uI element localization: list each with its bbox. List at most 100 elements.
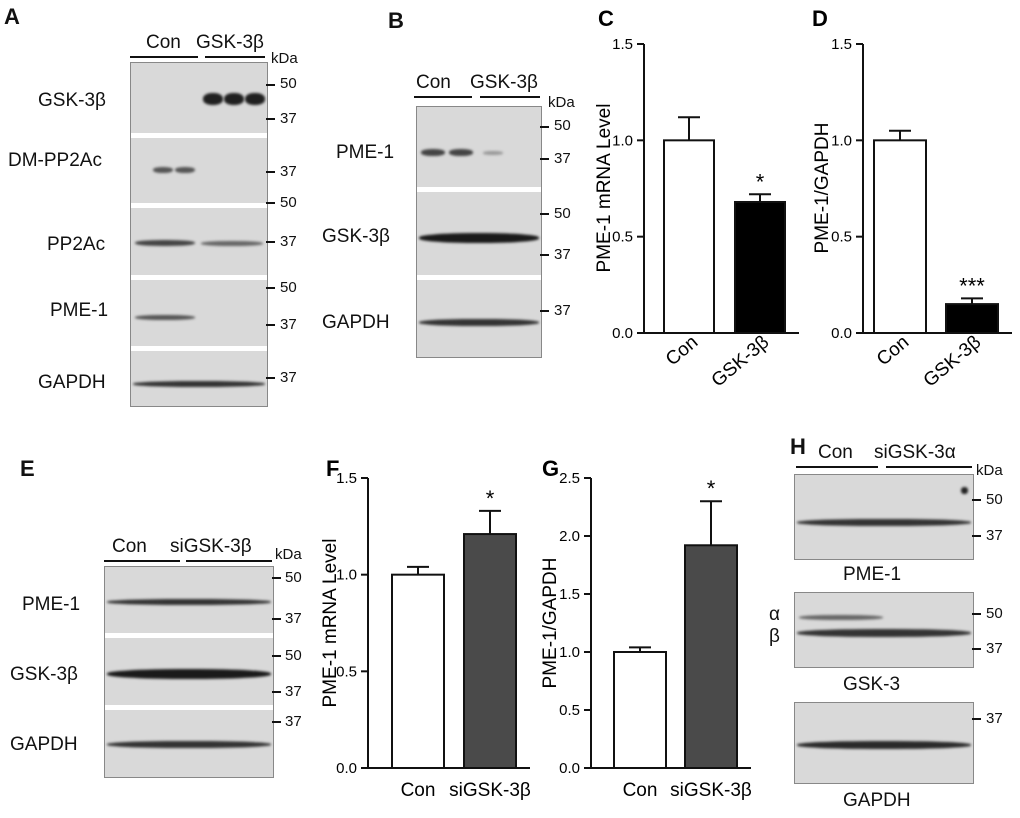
- chart-F-tick-label: 0.0: [336, 760, 357, 777]
- blot-band: [224, 93, 244, 105]
- panel-b-marker: 37: [554, 246, 571, 263]
- panel-e-letter: E: [20, 456, 35, 481]
- blot-band: [107, 669, 271, 679]
- panel-e-group-con: Con: [112, 536, 147, 557]
- panel-a-marker: 37: [280, 233, 297, 250]
- marker-tick: [540, 310, 549, 312]
- chart-D-tick-label: 1.5: [831, 36, 852, 53]
- panel-b-blot: [416, 106, 542, 358]
- marker-tick: [972, 718, 981, 720]
- panel-a-marker: 37: [280, 316, 297, 333]
- marker-tick: [540, 126, 549, 128]
- chart-F-tick-label: 0.5: [336, 663, 357, 680]
- panel-h-marker: 50: [986, 605, 1003, 622]
- blot-separator: [417, 275, 541, 280]
- panel-h-blot-pme1: [794, 474, 974, 560]
- blot-separator: [105, 633, 273, 638]
- blot-band: [135, 315, 195, 320]
- panel-h-blot-gapdh: [794, 702, 974, 784]
- panel-b-row-pme1: PME-1: [336, 142, 395, 163]
- chart-F-significance: *: [486, 486, 495, 511]
- panel-h-group-con: Con: [818, 442, 853, 463]
- chart-G-tick-label: 2.5: [559, 470, 580, 487]
- marker-tick: [272, 691, 281, 693]
- chart-G-ylabel: PME-1/GAPDH: [540, 558, 561, 689]
- panel-h-letter: H: [790, 434, 806, 459]
- chart-G-significance: *: [707, 476, 716, 501]
- panel-h-isoform-alpha: α: [769, 604, 780, 625]
- blot-band: [421, 149, 445, 156]
- blot-separator: [417, 187, 541, 192]
- panel-b-row-gsk3b: GSK-3β: [322, 226, 390, 247]
- chart-C-bar: [663, 139, 715, 334]
- marker-tick: [266, 241, 275, 243]
- chart-D-bar: [873, 139, 927, 334]
- panel-a-marker: 37: [280, 369, 297, 386]
- blot-band: [449, 149, 473, 156]
- marker-tick: [540, 254, 549, 256]
- panel-e-marker: 50: [285, 569, 302, 586]
- panel-e-line-con: [104, 560, 180, 562]
- blot-separator: [131, 203, 267, 208]
- chart-G-tick-label: 0.5: [559, 702, 580, 719]
- panel-a-blot: [130, 62, 268, 407]
- panel-b-marker: 50: [554, 205, 571, 222]
- marker-tick: [540, 213, 549, 215]
- chart-G-bar: [613, 651, 667, 769]
- blot-separator: [131, 133, 267, 138]
- panel-e-marker: 37: [285, 713, 302, 730]
- chart-D-tick-label: 0.0: [831, 325, 852, 342]
- chart-F-category: siGSK-3β: [449, 780, 531, 801]
- chart-G-tick-label: 2.0: [559, 528, 580, 545]
- panel-a-marker: 37: [280, 110, 297, 127]
- blot-band: [133, 381, 265, 387]
- blot-band: [797, 741, 971, 749]
- panel-e-line-si: [186, 560, 272, 562]
- blot-band: [107, 599, 271, 605]
- panel-h-isoform-beta: β: [769, 626, 780, 647]
- panel-h-blot-gsk3: [794, 592, 974, 668]
- panel-a-row-pme1: PME-1: [50, 300, 109, 321]
- panel-e-marker: 37: [285, 683, 302, 700]
- panel-a-letter: A: [4, 4, 20, 29]
- panel-e-row-gsk3b: GSK-3β: [10, 664, 78, 685]
- chart-C-significance: *: [756, 169, 765, 194]
- panel-b-group-con: Con: [416, 72, 451, 93]
- chart-D-letter: D: [812, 6, 828, 31]
- blot-band: [799, 615, 883, 620]
- chart-G-tick-label: 1.0: [559, 644, 580, 661]
- marker-tick: [266, 84, 275, 86]
- chart-D-tick-label: 0.5: [831, 229, 852, 246]
- chart-D-bar: [945, 303, 999, 335]
- chart-C-category: GSK-3β: [708, 332, 774, 392]
- panel-b-marker: 37: [554, 302, 571, 319]
- panel-a-row-gapdh: GAPDH: [38, 372, 106, 393]
- chart-C-bar: [734, 200, 786, 334]
- chart-D-category: Con: [873, 332, 913, 370]
- marker-tick: [266, 377, 275, 379]
- chart-C-tick-label: 0.5: [612, 229, 633, 246]
- blot-band: [245, 93, 265, 105]
- panel-a-marker: 50: [280, 75, 297, 92]
- marker-tick: [972, 499, 981, 501]
- marker-tick: [272, 577, 281, 579]
- chart-C-letter: C: [598, 6, 614, 31]
- marker-tick: [540, 158, 549, 160]
- chart-G-category: siGSK-3β: [670, 780, 752, 801]
- marker-tick: [266, 287, 275, 289]
- chart-C-tick-label: 1.5: [612, 36, 633, 53]
- panel-e-group-si: siGSK-3β: [170, 536, 252, 557]
- chart-C-tick-label: 1.0: [612, 132, 633, 149]
- blot-band: [419, 233, 539, 243]
- panel-h-row-pme1: PME-1: [843, 564, 902, 585]
- panel-h-group-si: siGSK-3α: [874, 442, 956, 463]
- panel-a-line-con: [130, 56, 198, 58]
- marker-tick: [266, 118, 275, 120]
- panel-h-kda: kDa: [976, 462, 1003, 479]
- marker-tick: [266, 171, 275, 173]
- panel-h-marker: 37: [986, 640, 1003, 657]
- panel-b-group-gsk: GSK-3β: [470, 72, 538, 93]
- panel-b-line-gsk: [480, 96, 540, 98]
- chart-C-category: Con: [662, 332, 702, 370]
